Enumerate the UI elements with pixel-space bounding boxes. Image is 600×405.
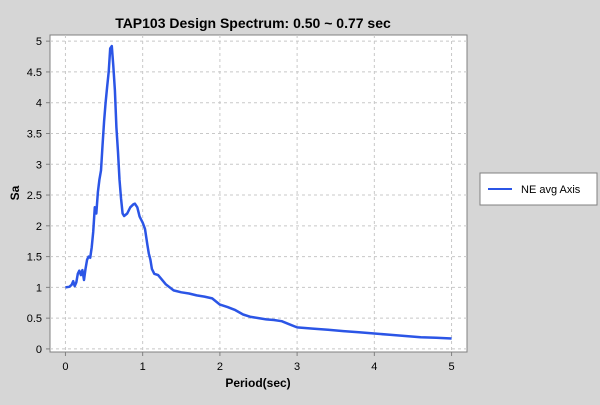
y-axis-label: Sa — [8, 185, 22, 200]
y-tick-label: 0.5 — [27, 313, 42, 325]
y-tick-label: 3 — [36, 159, 42, 171]
x-tick-label: 3 — [294, 361, 300, 373]
x-tick-label: 1 — [140, 361, 146, 373]
x-tick-label: 2 — [217, 361, 223, 373]
y-tick-label: 4 — [36, 98, 42, 110]
plot-area — [49, 34, 468, 353]
y-tick-label: 1 — [36, 282, 42, 294]
y-tick-label: 1.5 — [27, 252, 42, 264]
y-tick-label: 2.5 — [27, 190, 42, 202]
x-tick-label: 0 — [62, 361, 68, 373]
y-tick-label: 4.5 — [27, 67, 42, 79]
y-tick-label: 2 — [36, 221, 42, 233]
series-line — [65, 44, 452, 340]
legend-label: NE avg Axis — [521, 184, 581, 196]
axis-layer: 0 1 2 3 4 5 0 0.5 1 1.5 2 2.5 3 3.5 4 4.5 5 — [27, 36, 455, 373]
series-layer — [65, 44, 452, 340]
y-tick-label: 0 — [36, 344, 42, 356]
x-tick-label: 5 — [448, 361, 454, 373]
y-tick-label: 5 — [36, 36, 42, 48]
x-tick-label: 4 — [371, 361, 377, 373]
legend: NE avg Axis — [479, 172, 598, 206]
x-axis-label: Period(sec) — [225, 376, 290, 390]
grid-layer — [50, 35, 467, 352]
chart-title: TAP103 Design Spectrum: 0.50 ~ 0.77 sec — [115, 15, 391, 31]
y-tick-label: 3.5 — [27, 128, 42, 140]
